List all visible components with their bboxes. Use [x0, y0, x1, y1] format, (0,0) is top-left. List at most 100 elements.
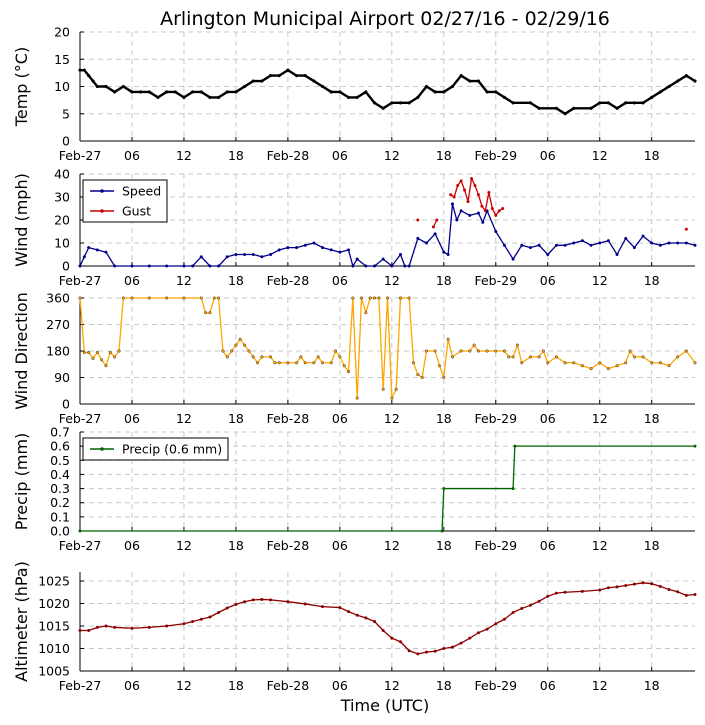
speed-point	[199, 255, 203, 259]
speed-point	[468, 213, 472, 217]
series-1-point	[303, 361, 307, 365]
speed-point	[667, 241, 671, 245]
series-1-point	[502, 617, 506, 621]
x-axis-label: Time (UTC)	[340, 696, 429, 715]
x-tick-label: 12	[592, 678, 608, 693]
y-tick-label: 30	[54, 190, 70, 205]
series-1-point	[641, 581, 645, 585]
series-1-point	[472, 343, 476, 347]
series-1-point	[632, 582, 636, 586]
y-axis-label: Precip (mm)	[12, 433, 31, 531]
series-1-point	[286, 361, 290, 365]
series-1-point	[208, 95, 212, 100]
series-1-point	[598, 361, 602, 365]
series-1-point	[368, 296, 372, 300]
series-1-point	[606, 586, 610, 590]
x-tick-label: 06	[540, 273, 556, 288]
series-1-point	[442, 646, 446, 651]
gust-point	[483, 209, 487, 213]
series-1-point	[217, 296, 221, 300]
series-1-point	[273, 361, 277, 365]
series-1-point	[320, 361, 325, 365]
legend-marker	[100, 189, 104, 193]
series-1-point	[338, 90, 342, 94]
precip-0-6-mm--point	[511, 487, 515, 491]
x-tick-label: 12	[176, 538, 192, 553]
series-1-point	[641, 101, 645, 105]
speed-point	[416, 236, 420, 240]
series-1-point	[450, 645, 455, 649]
x-tick-label: 18	[228, 273, 244, 288]
y-tick-label: 0	[62, 134, 70, 149]
series-1-point	[147, 625, 151, 629]
speed-point	[390, 264, 394, 268]
gust-point	[456, 183, 460, 188]
series-1-point	[208, 615, 212, 619]
x-tick-label: 18	[644, 538, 660, 553]
series-1-point	[256, 361, 260, 365]
series-1-point	[424, 349, 429, 353]
series-1-point	[628, 349, 632, 353]
speed-point	[165, 264, 169, 268]
y-tick-label: 90	[54, 370, 70, 385]
series-1-point	[91, 356, 95, 360]
x-tick-label: Feb-27	[59, 273, 102, 288]
series-1-point	[216, 95, 221, 100]
x-tick-label: 12	[384, 148, 400, 163]
series-1-line	[79, 297, 696, 399]
gust-point	[449, 193, 453, 197]
gust-point	[469, 177, 474, 181]
series-1-point	[329, 90, 333, 94]
series-1-point	[485, 349, 489, 353]
gust-line	[450, 177, 504, 217]
series-1-point	[676, 590, 680, 594]
precip-0-6-mm--point	[78, 529, 82, 533]
series-1-point	[225, 355, 229, 359]
series-1-point	[528, 355, 532, 359]
legend: Speed Gust	[82, 179, 168, 223]
x-tick-label: 06	[332, 678, 348, 693]
y-tick-label: 40	[54, 167, 70, 182]
x-tick-label: Feb-27	[59, 678, 102, 693]
series-1-point	[338, 355, 342, 359]
series-1-point	[277, 73, 281, 78]
series-1-point	[112, 90, 117, 94]
series-1-point	[650, 95, 654, 100]
x-tick-label: 18	[436, 148, 452, 163]
gust-point	[459, 179, 463, 183]
speed-line	[79, 203, 696, 267]
speed-point	[329, 248, 333, 252]
series-1-point	[381, 387, 385, 391]
series-1-point	[225, 90, 229, 94]
series-1-point	[624, 361, 628, 365]
series-1-point	[667, 588, 671, 592]
series-1-point	[667, 364, 671, 368]
series-1-point	[82, 350, 86, 355]
speed-point	[78, 264, 82, 268]
x-tick-label: 06	[332, 411, 348, 426]
speed-point	[277, 248, 281, 252]
speed-point	[520, 243, 524, 247]
x-tick-label: 12	[176, 411, 192, 426]
x-tick-label: Feb-28	[267, 538, 310, 553]
series-1-point	[199, 617, 203, 621]
series-1-point	[312, 79, 316, 83]
series-1-point	[554, 355, 558, 359]
speed-point	[403, 264, 407, 268]
series-1-point	[433, 649, 437, 653]
series-1-point	[104, 364, 108, 368]
speed-point	[502, 243, 506, 247]
series-1-point	[520, 606, 524, 611]
x-tick-label: 06	[332, 538, 348, 553]
series-1-point	[416, 652, 420, 656]
series-1-point	[87, 350, 91, 355]
series-1-point	[494, 349, 498, 353]
speed-point	[95, 248, 99, 252]
series-1-point	[316, 355, 320, 359]
series-1-point	[234, 602, 238, 606]
series-1-point	[446, 337, 450, 341]
series-1-point	[537, 106, 541, 110]
y-tick-label: 360	[46, 291, 70, 306]
speed-point	[624, 236, 628, 240]
series-1-point	[217, 610, 221, 615]
